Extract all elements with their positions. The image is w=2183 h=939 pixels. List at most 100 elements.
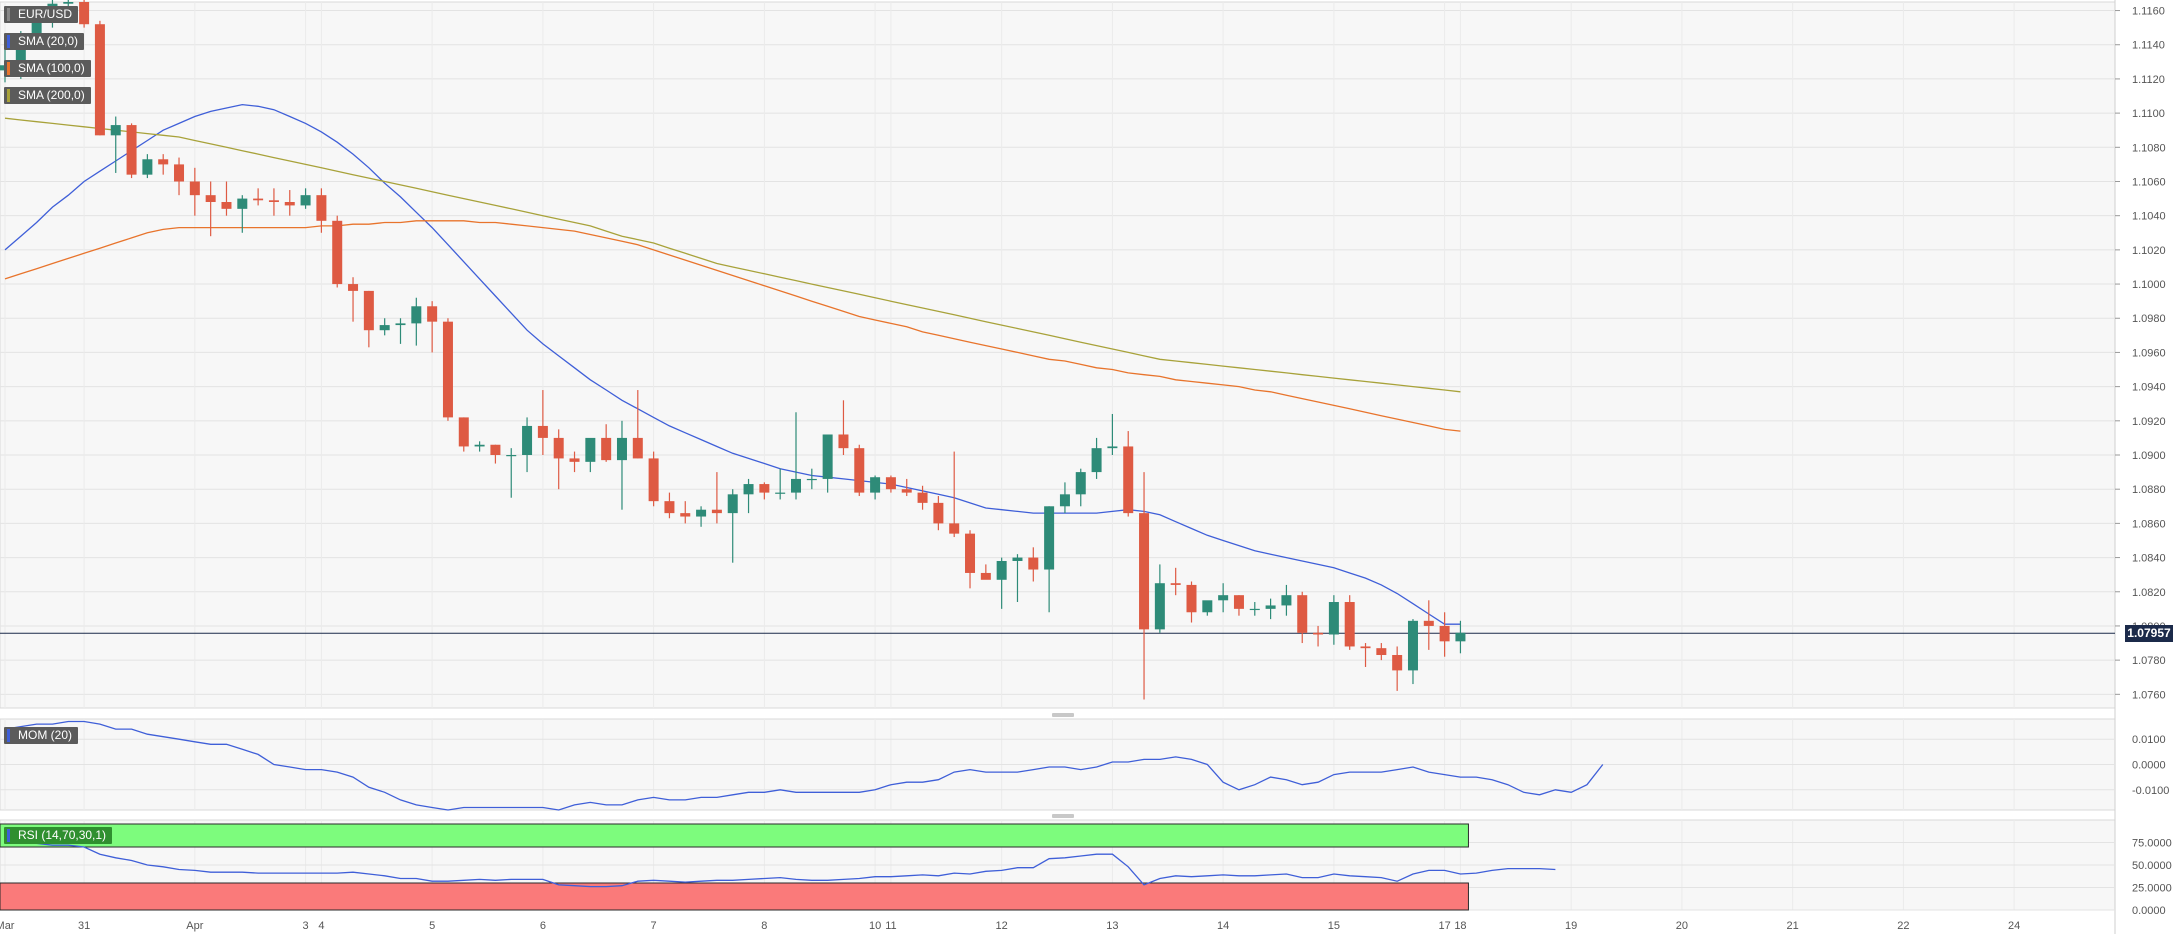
candle-body	[31, 13, 42, 37]
main-y-tick-label: 1.1040	[2132, 211, 2166, 223]
candle-body	[411, 306, 422, 324]
x-tick-label: Mar	[0, 920, 15, 932]
candle-body	[126, 125, 137, 175]
candle-body	[1059, 494, 1070, 507]
candle-body	[522, 425, 533, 456]
x-tick-label: 21	[1787, 920, 1799, 932]
candle-body	[253, 198, 264, 201]
candle-body	[79, 2, 90, 25]
legend-rsi[interactable]: RSI (14,70,30,1)	[4, 827, 113, 844]
last-price-flag: 1.07957	[2125, 624, 2173, 642]
candle-body	[569, 458, 580, 462]
rsi-y-tick-label: 0.0000	[2132, 905, 2166, 917]
candle-body	[965, 533, 976, 573]
x-tick-label: 14	[1217, 920, 1229, 932]
legend-sma-20-text: SMA (20,0)	[18, 34, 79, 48]
candle-body	[158, 159, 169, 165]
main-y-tick-label: 1.0900	[2132, 450, 2166, 462]
legend-sma-20[interactable]: SMA (20,0)	[4, 33, 85, 50]
main-panel-bg	[0, 1, 2116, 709]
main-y-tick-label: 1.0820	[2132, 587, 2166, 599]
main-y-tick-label: 1.1060	[2132, 176, 2166, 188]
candle-body	[1313, 632, 1324, 635]
candle-body	[189, 181, 200, 196]
main-y-tick-label: 1.1160	[2132, 6, 2165, 18]
candle-body	[63, 2, 74, 4]
candle-body	[442, 321, 453, 418]
candle-body	[1423, 620, 1434, 626]
legend-sma-200[interactable]: SMA (200,0)	[4, 87, 91, 104]
candle-body	[775, 492, 786, 494]
overlay-layer	[0, 632, 2115, 911]
rsi-y-tick-label: 75.0000	[2132, 838, 2172, 850]
candle-body	[601, 437, 612, 461]
candle-body	[1392, 655, 1403, 671]
x-tick-label: 8	[761, 920, 767, 932]
x-tick-label: 11	[885, 920, 896, 932]
candle-body	[427, 306, 438, 322]
candle-body	[268, 200, 279, 203]
candle-body	[1455, 632, 1466, 642]
rsi-y-tick-label: 50.0000	[2132, 860, 2172, 872]
candle-body	[348, 284, 359, 291]
candle-body	[1091, 448, 1102, 473]
x-tick-label: 5	[429, 920, 435, 932]
candle-body	[94, 24, 105, 136]
legend-sma-100[interactable]: SMA (100,0)	[4, 60, 91, 77]
x-tick-label: Apr	[186, 920, 203, 932]
main-panel-resize-handle	[1052, 713, 1074, 717]
candle-body	[1170, 583, 1181, 585]
candle-body	[332, 220, 343, 285]
x-tick-label: 22	[1897, 920, 1909, 932]
candle-body	[316, 195, 327, 221]
x-tick-label: 10	[869, 920, 881, 932]
candle-body	[1439, 625, 1450, 642]
candle-body	[870, 477, 881, 493]
candle-body	[1012, 557, 1023, 561]
x-tick-label: 24	[2008, 920, 2020, 932]
main-y-tick-label: 1.0880	[2132, 484, 2166, 496]
candle-body	[838, 434, 849, 449]
main-y-tick-label: 1.0760	[2132, 689, 2166, 701]
candle-body	[142, 159, 153, 175]
x-tick-label: 17	[1438, 920, 1450, 932]
candle-body	[284, 202, 295, 206]
legend-sma-100-text: SMA (100,0)	[18, 61, 85, 75]
x-tick-label: 19	[1565, 920, 1577, 932]
candle-body	[110, 125, 121, 136]
rsi-line	[4, 837, 1556, 888]
candle-body	[696, 509, 707, 517]
legend-mom[interactable]: MOM (20)	[4, 727, 78, 744]
candle-body	[917, 492, 928, 503]
candle-body	[1123, 446, 1134, 514]
candle-body	[537, 425, 548, 438]
candle-body	[1233, 595, 1244, 609]
candle-body	[205, 195, 216, 203]
x-tick-label: 18	[1454, 920, 1466, 932]
candle-body	[822, 434, 833, 479]
candle-body	[1075, 472, 1086, 495]
candle-body	[363, 290, 374, 331]
candle-body	[711, 509, 722, 514]
candle-body	[632, 437, 643, 459]
x-tick-label: 13	[1106, 920, 1118, 932]
candle-body	[806, 478, 817, 481]
candle-body	[727, 494, 738, 514]
candle-body	[759, 484, 770, 493]
grid-layer	[0, 0, 2116, 934]
candle-body	[680, 513, 691, 517]
candle-body	[743, 484, 754, 495]
main-y-tick-label: 1.1020	[2132, 245, 2166, 257]
sma-200-line	[4, 117, 1461, 393]
x-tick-label: 31	[78, 920, 90, 932]
candle-body	[1139, 513, 1150, 630]
candle-body	[300, 195, 311, 206]
mom-panel-resize-handle	[1052, 814, 1074, 818]
rsi-y-tick-label: 25.0000	[2132, 883, 2172, 895]
main-y-tick-label: 1.0980	[2132, 313, 2166, 325]
x-tick-label: 4	[318, 920, 324, 932]
candle-body	[474, 444, 485, 447]
legend-mom-text: MOM (20)	[18, 728, 72, 742]
symbol-label[interactable]: EUR/USD	[4, 6, 79, 23]
